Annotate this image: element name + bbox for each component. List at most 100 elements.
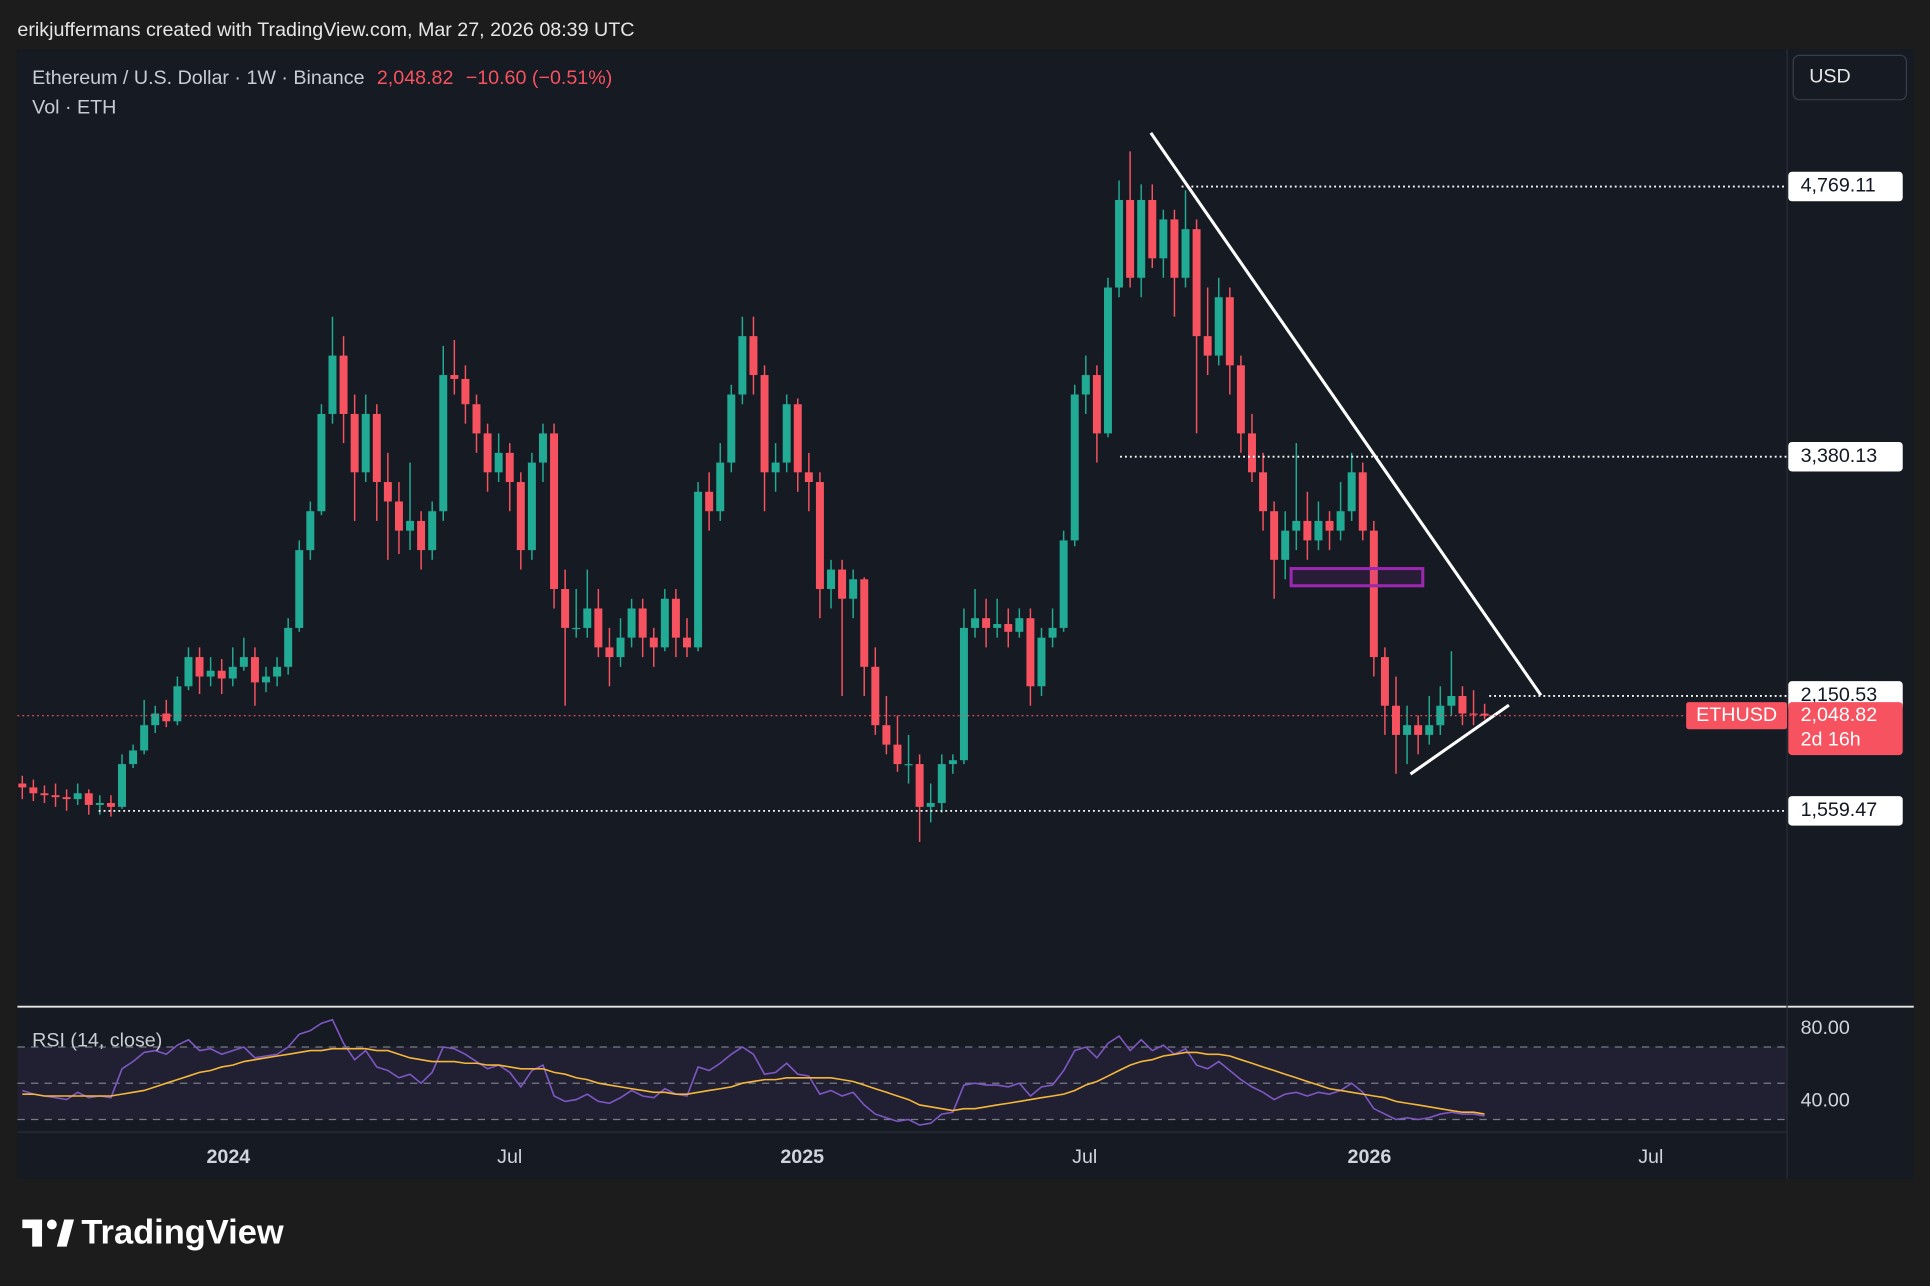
- candle-body: [1281, 530, 1290, 560]
- candle-body: [937, 764, 946, 803]
- candle-body: [361, 413, 370, 473]
- candle-body: [62, 797, 71, 800]
- candle-body: [1347, 472, 1356, 512]
- candle-body: [815, 482, 824, 590]
- candle-body: [1048, 627, 1057, 638]
- candle-body: [860, 579, 869, 667]
- rsi-layer: [17, 1018, 1788, 1126]
- candle-body: [793, 404, 802, 473]
- candle-body: [915, 764, 924, 807]
- candle-body: [904, 764, 913, 766]
- candle-body: [705, 491, 714, 512]
- rsi-label: RSI (14, close): [32, 1029, 162, 1051]
- logo-icon: [22, 1219, 43, 1229]
- candle-body: [461, 378, 470, 405]
- candle-body: [1214, 297, 1223, 356]
- legend: Ethereum / U.S. Dollar · 1W · Binance 2,0…: [32, 67, 612, 89]
- level-label: 4,769.11: [1801, 175, 1876, 197]
- candle-body: [882, 725, 891, 745]
- candle-body: [1325, 520, 1334, 531]
- candle-body: [849, 579, 858, 599]
- x-tick-label: 2026: [1348, 1146, 1392, 1168]
- candle-body: [1015, 618, 1024, 632]
- candle-body: [350, 413, 359, 473]
- candle-body: [106, 802, 115, 807]
- volume-label: Vol · ETH: [32, 96, 116, 118]
- candle-body: [494, 452, 503, 473]
- candle-body: [749, 336, 758, 376]
- logo-icon: [56, 1219, 75, 1247]
- logo-icon: [46, 1219, 57, 1230]
- candle-body: [51, 795, 60, 798]
- countdown: 2d 16h: [1801, 728, 1861, 750]
- level-label-box: [1788, 171, 1903, 202]
- level-label: 1,559.47: [1801, 799, 1878, 821]
- candle-body: [572, 627, 581, 630]
- currency-button[interactable]: [1792, 54, 1908, 101]
- candle-body: [561, 589, 570, 628]
- candle-body: [1236, 365, 1245, 434]
- candle-body: [1414, 725, 1423, 735]
- candle-body: [782, 404, 791, 463]
- candle-body: [339, 355, 348, 414]
- candle-body: [228, 666, 237, 679]
- candle-body: [1469, 713, 1478, 715]
- candle-body: [1358, 472, 1367, 531]
- candle-body: [1004, 624, 1013, 632]
- candle-body: [372, 413, 381, 483]
- currency[interactable]: USD: [1809, 66, 1851, 88]
- legend-change: −10.60 (−0.51%): [466, 67, 613, 89]
- candle-body: [195, 657, 204, 677]
- credit: erikjuffermans created with TradingView.…: [17, 19, 634, 41]
- candle-body: [317, 413, 326, 512]
- candle-body: [583, 608, 592, 628]
- price-scale: 80.00 40.00: [1801, 1017, 1850, 1112]
- candle-body: [694, 491, 703, 648]
- logo-text: TradingView: [81, 1213, 283, 1251]
- candle-body: [1137, 199, 1146, 278]
- candle-body: [1447, 696, 1456, 706]
- candle-body: [273, 666, 282, 677]
- candle-body: [1303, 520, 1312, 541]
- candle-body: [428, 511, 437, 551]
- candle-body: [1392, 705, 1400, 735]
- level-label: 2,150.53: [1801, 684, 1878, 706]
- logo: TradingView: [22, 1213, 284, 1251]
- x-tick-label: 2024: [206, 1146, 250, 1168]
- candle-body: [250, 657, 259, 683]
- x-tick-label: Jul: [497, 1146, 522, 1168]
- logo-icon: [32, 1219, 43, 1247]
- candle-body: [993, 624, 1002, 628]
- candle-body: [982, 618, 991, 628]
- candle-body: [638, 608, 647, 638]
- candle-body: [1059, 540, 1068, 628]
- candle-body: [1247, 433, 1256, 473]
- candle-body: [1259, 472, 1268, 512]
- rsi-tick-label: 80.00: [1801, 1017, 1850, 1039]
- level-label-box: [1788, 441, 1903, 472]
- candle-body: [1458, 696, 1467, 714]
- candle-body: [948, 760, 957, 765]
- candle-body: [594, 608, 603, 648]
- candle-body: [516, 482, 525, 551]
- candle-body: [671, 598, 680, 638]
- candle-body: [383, 482, 392, 502]
- candle-body: [505, 452, 514, 483]
- candle-body: [926, 802, 935, 807]
- last-price-label: 2,048.82: [1801, 704, 1878, 726]
- candle-body: [1425, 725, 1434, 735]
- x-tick-label: 2025: [780, 1146, 824, 1168]
- candle-body: [239, 657, 248, 667]
- candle-body: [1270, 511, 1279, 560]
- symbol-box: [1686, 702, 1788, 730]
- candle-body: [550, 433, 559, 590]
- candle-body: [406, 520, 415, 531]
- candle-body: [73, 793, 82, 800]
- candle-body: [1336, 511, 1345, 531]
- candle-body: [483, 433, 492, 473]
- candle-body: [328, 355, 337, 414]
- candle-body: [206, 670, 215, 677]
- candle-body: [1148, 199, 1157, 259]
